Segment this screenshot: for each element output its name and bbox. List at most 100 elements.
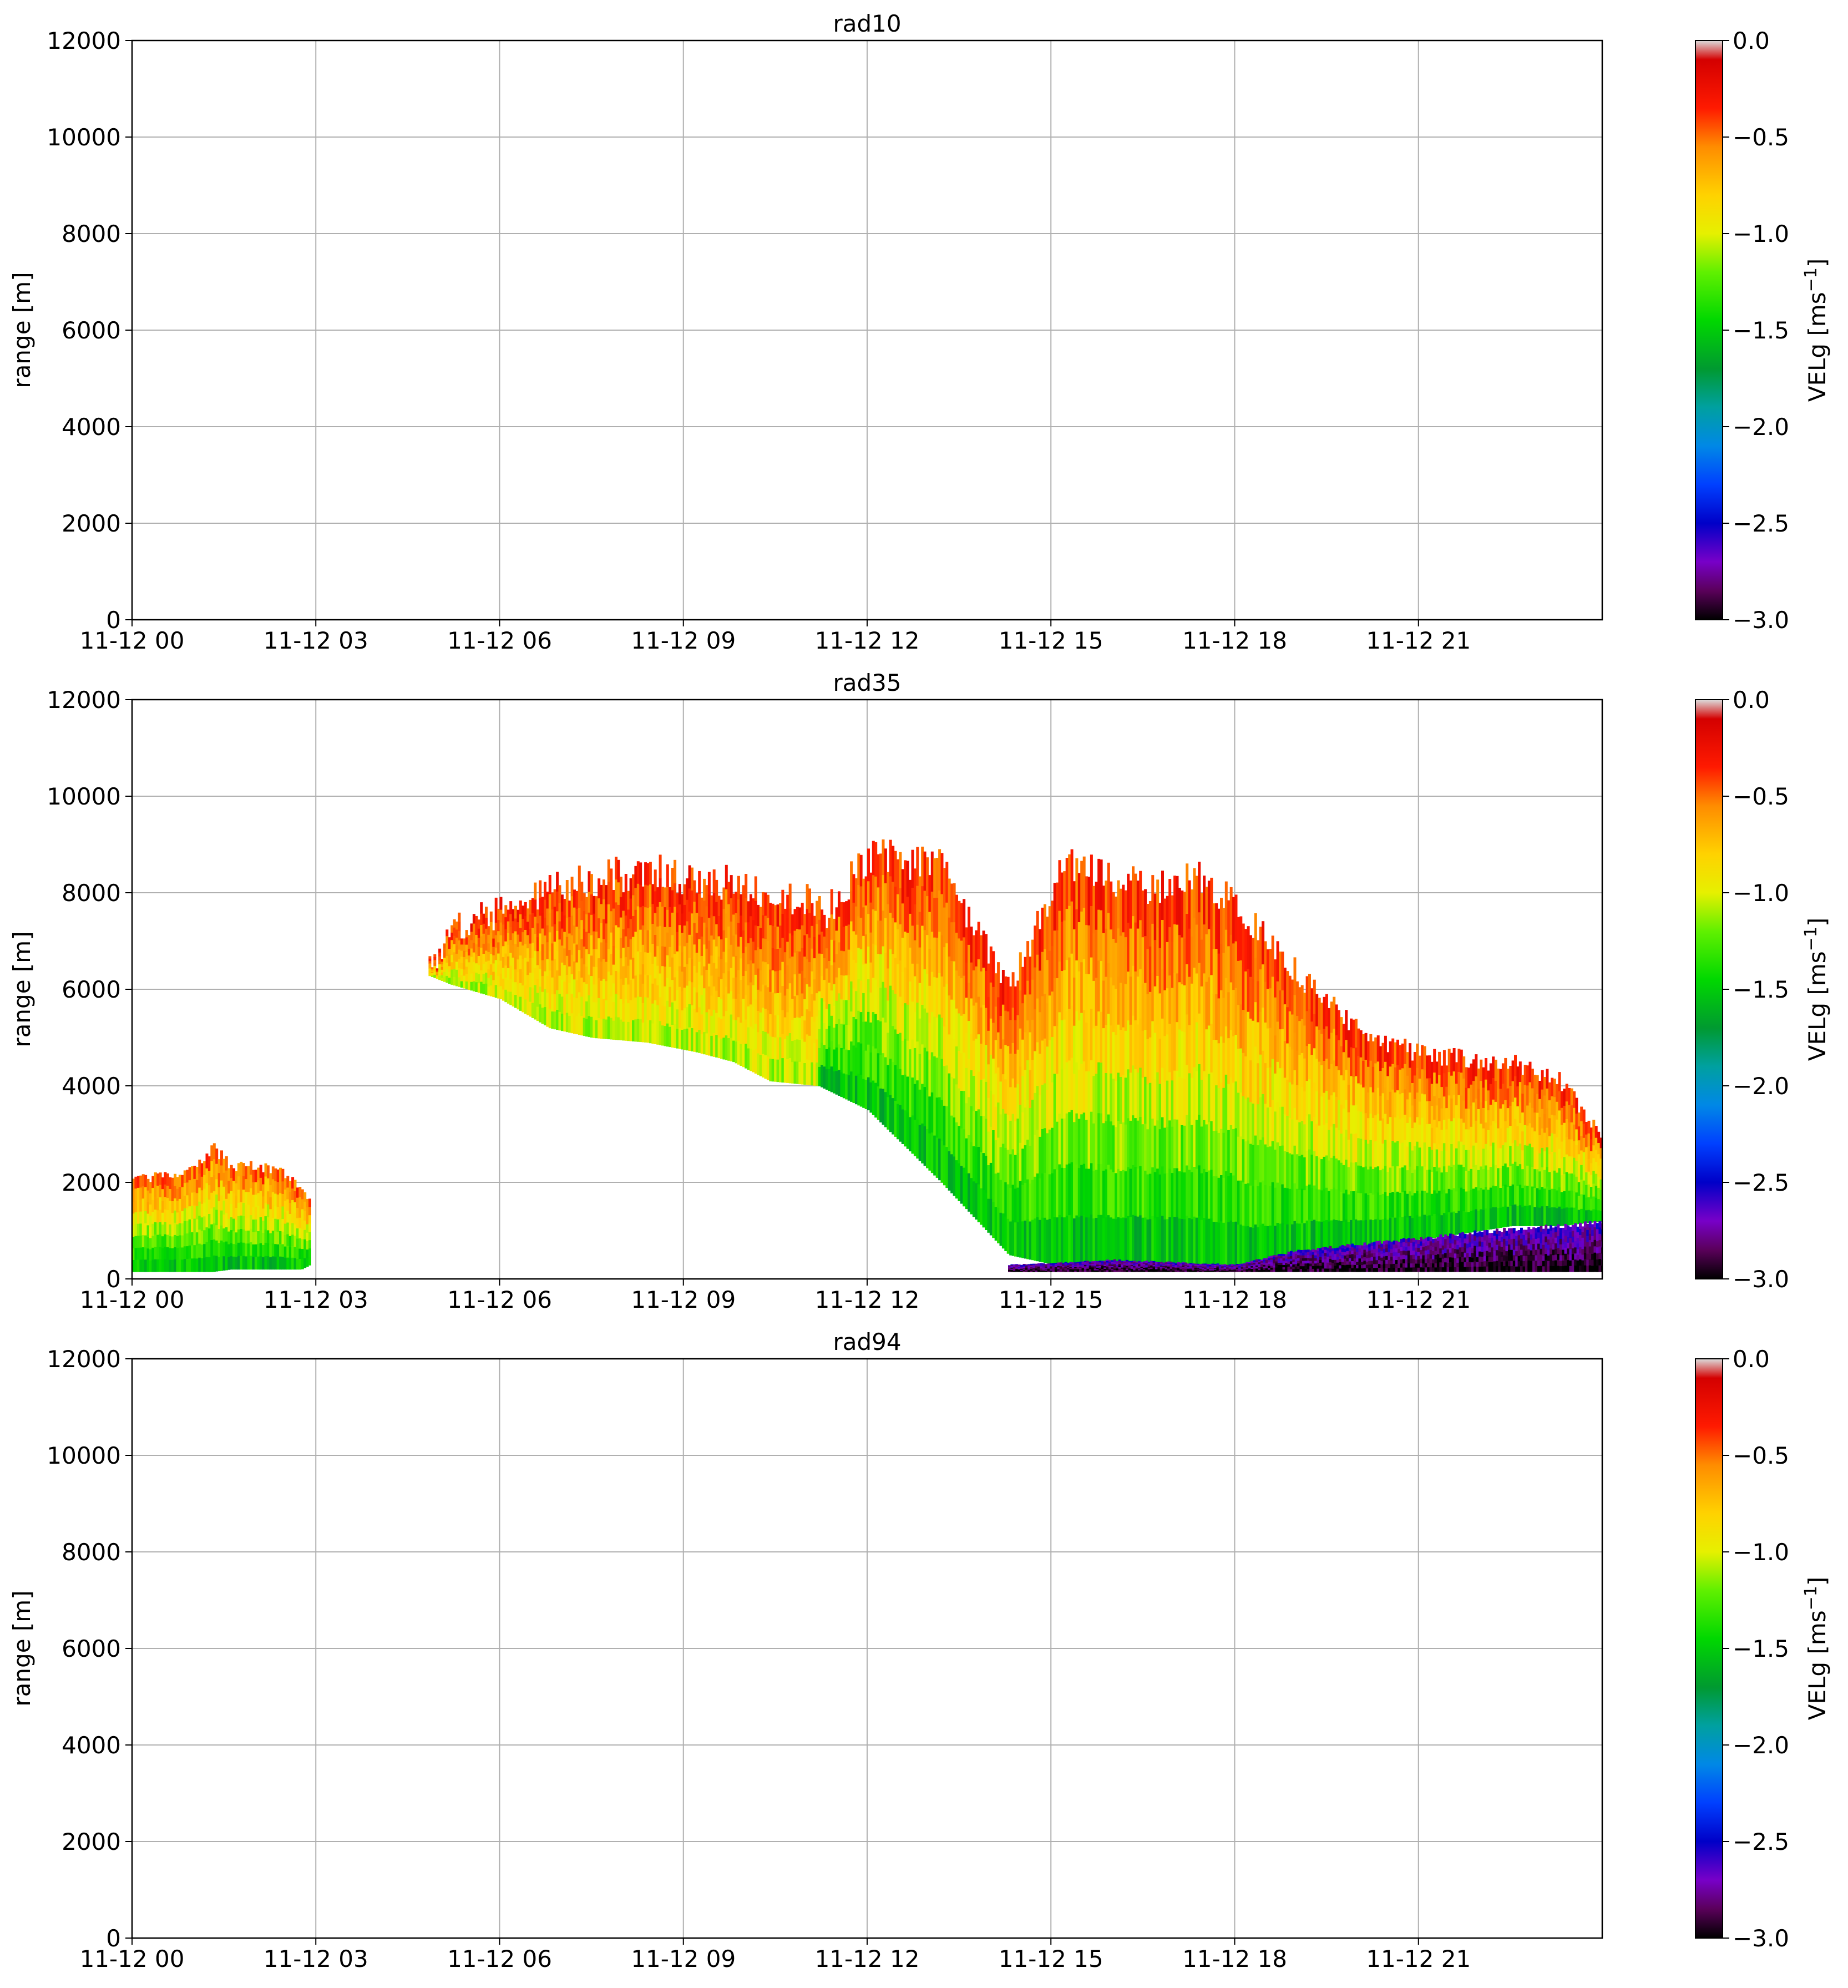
heatmap-cell <box>793 952 797 975</box>
heatmap-cell <box>1404 1191 1407 1217</box>
heatmap-cell <box>507 921 510 934</box>
heatmap-cell <box>884 1057 887 1092</box>
heatmap-cell <box>1093 1263 1097 1266</box>
heatmap-cell <box>1048 950 1051 996</box>
heatmap-cell <box>159 1172 162 1186</box>
heatmap-cell <box>1150 1264 1153 1267</box>
heatmap-cell <box>1044 1128 1046 1173</box>
heatmap-cell <box>176 1259 179 1272</box>
heatmap-cell <box>745 874 748 899</box>
heatmap-cell <box>1020 1271 1023 1272</box>
heatmap-cell <box>1178 1029 1181 1078</box>
heatmap-cell <box>882 946 885 983</box>
heatmap-cell <box>695 1032 698 1053</box>
heatmap-cell <box>1087 974 1091 1023</box>
heatmap-cell <box>1426 1216 1429 1239</box>
heatmap-cell <box>1118 1270 1121 1272</box>
heatmap-cell <box>252 1170 255 1183</box>
heatmap-cell <box>933 1016 936 1057</box>
heatmap-cell <box>225 1227 228 1242</box>
heatmap-cell <box>759 907 762 929</box>
heatmap-cell <box>1426 1055 1429 1079</box>
heatmap-cell <box>1291 979 1294 1015</box>
heatmap-cell <box>1492 1207 1495 1230</box>
heatmap-cell <box>1147 1267 1151 1268</box>
heatmap-cell <box>539 915 542 934</box>
heatmap-cell <box>1428 1055 1431 1079</box>
heatmap-cell <box>212 1143 216 1160</box>
heatmap-cell <box>183 1196 186 1209</box>
heatmap-cell <box>144 1235 148 1248</box>
heatmap-cell <box>735 913 738 935</box>
heatmap-cell <box>1161 1216 1164 1266</box>
heatmap-cell <box>222 1186 226 1201</box>
heatmap-cell <box>225 1241 228 1256</box>
heatmap-cell <box>539 969 542 987</box>
heatmap-cell <box>1088 1269 1092 1271</box>
heatmap-cell <box>887 968 890 1001</box>
heatmap-cell <box>1568 1190 1571 1208</box>
heatmap-cell <box>722 887 726 909</box>
heatmap-cell <box>1536 1169 1539 1188</box>
heatmap-cell <box>580 882 584 902</box>
heatmap-cell <box>1298 1223 1302 1258</box>
heatmap-cell <box>970 1106 973 1142</box>
heatmap-cell <box>1113 1265 1116 1268</box>
heatmap-cell <box>1599 1179 1602 1191</box>
heatmap-cell <box>788 1058 792 1084</box>
heatmap-cell <box>766 1056 769 1080</box>
heatmap-cell <box>960 903 963 941</box>
heatmap-cell <box>774 949 777 972</box>
heatmap-cell <box>1556 1119 1559 1138</box>
heatmap-cell <box>159 1259 162 1272</box>
heatmap-cell <box>1411 1105 1414 1129</box>
heatmap-cell <box>953 1039 956 1079</box>
heatmap-cell <box>1426 1124 1429 1147</box>
heatmap-cell <box>698 893 701 917</box>
heatmap-cell <box>1585 1134 1588 1148</box>
heatmap-cell <box>269 1233 272 1246</box>
heatmap-cell <box>720 979 723 999</box>
heatmap-cell <box>556 1010 559 1030</box>
heatmap-cell <box>141 1186 145 1199</box>
heatmap-cell <box>279 1218 282 1232</box>
heatmap-cell <box>526 975 530 989</box>
heatmap-cell <box>1560 1141 1563 1159</box>
heatmap-cell <box>923 1048 926 1087</box>
heatmap-cell <box>431 968 434 970</box>
heatmap-cell <box>438 960 442 965</box>
heatmap-cell <box>578 887 581 908</box>
heatmap-cell <box>207 1214 211 1229</box>
heatmap-cell <box>1108 1263 1111 1265</box>
heatmap-cell <box>754 925 757 951</box>
heatmap-cell <box>1394 1042 1397 1068</box>
heatmap-cell <box>656 907 660 927</box>
colorbar-label: VELg [ms−1] <box>1801 259 1831 402</box>
heatmap-cell <box>1020 1269 1023 1271</box>
heatmap-cell <box>1313 1082 1316 1117</box>
heatmap-cell <box>1026 1179 1030 1220</box>
heatmap-cell <box>1026 980 1030 1021</box>
heatmap-cell <box>889 1095 892 1132</box>
heatmap-cell <box>1210 1121 1213 1170</box>
heatmap-cell <box>1112 1172 1115 1220</box>
heatmap-cell <box>205 1168 209 1183</box>
heatmap-cell <box>1053 1121 1056 1170</box>
heatmap-cell <box>747 1006 750 1028</box>
heatmap-cell <box>1472 1081 1475 1103</box>
heatmap-cell <box>1470 1211 1473 1233</box>
heatmap-cell <box>1460 1073 1463 1096</box>
heatmap-cell <box>548 894 551 914</box>
heatmap-cell <box>593 984 596 1003</box>
heatmap-cell <box>1006 1115 1010 1150</box>
heatmap-cell <box>725 1011 728 1036</box>
heatmap-cell <box>1080 1114 1084 1166</box>
heatmap-cell <box>171 1259 174 1272</box>
heatmap-cell <box>1325 1059 1328 1091</box>
heatmap-cell <box>1203 973 1206 1023</box>
heatmap-cell <box>1399 1094 1402 1120</box>
heatmap-cell <box>1305 976 1309 1011</box>
heatmap-cell <box>154 1234 157 1247</box>
heatmap-cell <box>781 1034 784 1059</box>
heatmap-cell <box>940 1141 944 1183</box>
